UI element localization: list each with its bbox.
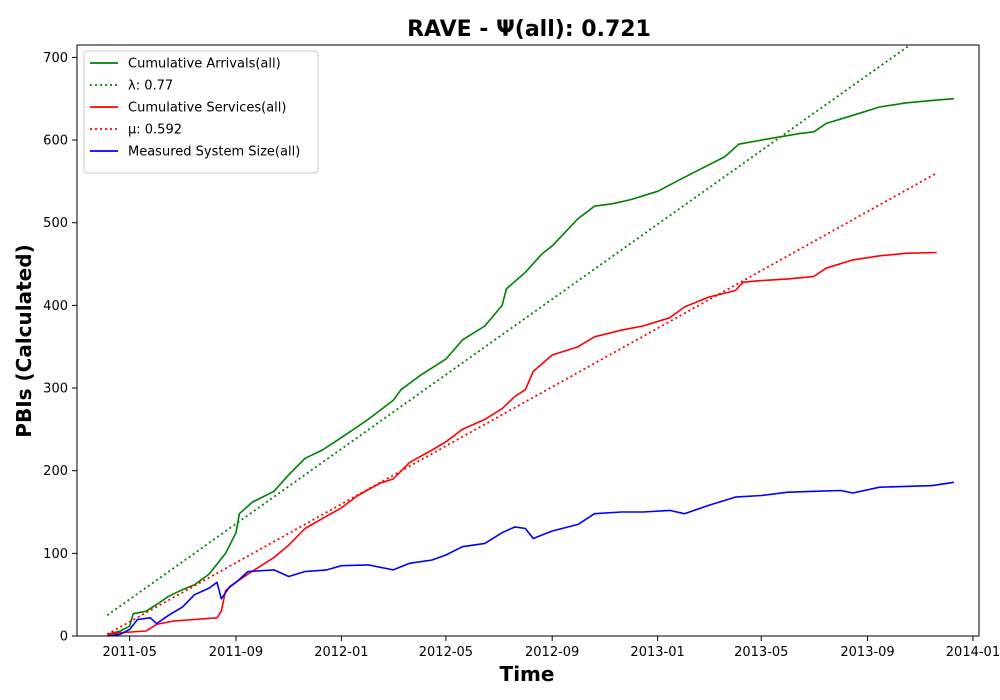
x-axis-label: Time xyxy=(500,662,555,686)
y-tick-label: 0 xyxy=(60,630,68,645)
series-line-0 xyxy=(107,97,954,636)
x-tick-label: 2012-01 xyxy=(314,645,368,660)
x-tick-label: 2012-09 xyxy=(525,645,579,660)
y-tick-label: 200 xyxy=(43,464,68,479)
legend-box xyxy=(83,50,319,174)
x-tick-label: 2013-01 xyxy=(630,645,684,660)
y-tick-label: 400 xyxy=(43,299,68,314)
x-tick-label: 2013-05 xyxy=(734,645,788,660)
plot-frame xyxy=(76,44,980,637)
y-tick-label: 700 xyxy=(43,51,68,66)
y-axis-label: PBIs (Calculated) xyxy=(12,244,36,437)
series-line-1 xyxy=(106,45,911,617)
legend: Cumulative Arrivals(all) λ: 0.77 Cumulativ… xyxy=(83,50,319,174)
x-tick-label: 2014-01 xyxy=(946,645,1000,660)
x-tick-label: 2013-09 xyxy=(840,645,894,660)
legend-label-2: Cumulative Services(all) xyxy=(128,101,286,116)
series-line-4 xyxy=(107,481,955,636)
x-tick-label: 2012-05 xyxy=(419,645,473,660)
y-axis: 0 100 200 300 400 500 600 700 xyxy=(43,51,77,645)
y-tick-label: 100 xyxy=(43,547,68,562)
chart-title: RAVE - Ψ(all): 0.721 xyxy=(407,17,651,42)
legend-label-4: Measured System Size(all) xyxy=(128,145,300,160)
series-line-2 xyxy=(107,251,937,636)
y-tick-label: 300 xyxy=(43,382,68,397)
y-tick-label: 600 xyxy=(43,134,68,149)
x-tick-label: 2011-09 xyxy=(209,645,263,660)
legend-label-0: Cumulative Arrivals(all) xyxy=(128,57,281,72)
series-line-3 xyxy=(106,172,938,636)
y-tick-label: 500 xyxy=(43,216,68,231)
series-group xyxy=(106,45,955,636)
legend-label-1: λ: 0.77 xyxy=(128,79,173,94)
plot-area xyxy=(76,44,980,637)
legend-label-3: μ: 0.592 xyxy=(128,123,182,138)
x-axis: 2011-05 2011-09 2012-01 2012-05 2012-09 2013-… xyxy=(103,636,1000,660)
x-tick-label: 2011-05 xyxy=(103,645,157,660)
